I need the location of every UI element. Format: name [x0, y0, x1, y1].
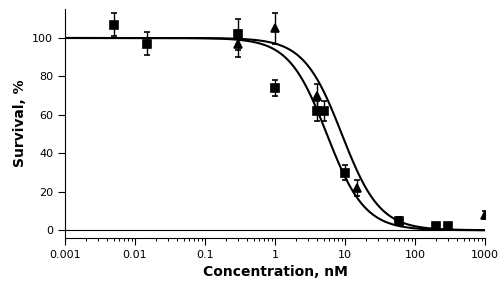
Y-axis label: Survival, %: Survival, %: [12, 80, 26, 167]
X-axis label: Concentration, nM: Concentration, nM: [202, 265, 348, 279]
